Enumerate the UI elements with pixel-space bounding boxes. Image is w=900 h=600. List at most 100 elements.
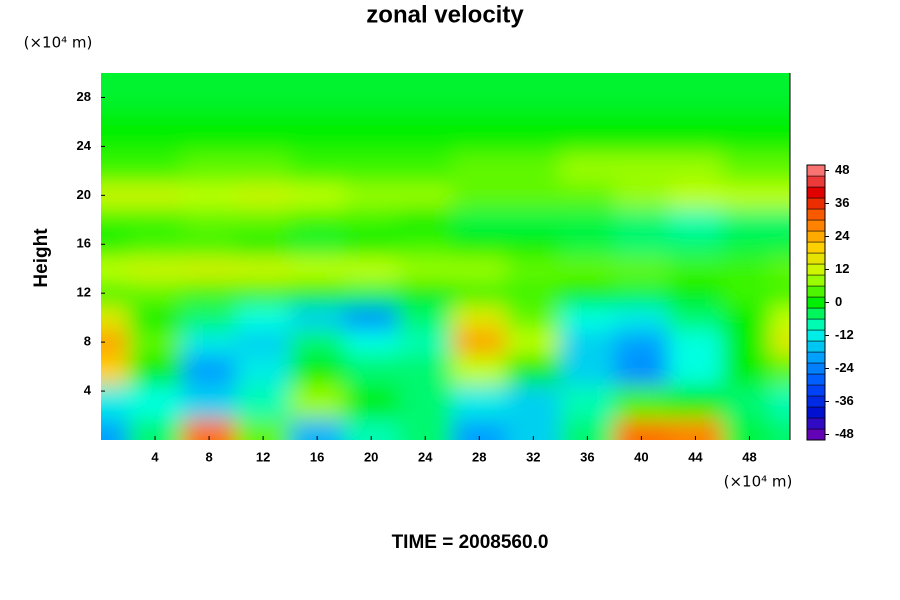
field-cell [560, 152, 615, 184]
field-cell [398, 305, 453, 331]
field-cell [560, 354, 615, 386]
colorbar-band [806, 285, 826, 298]
field-cell [236, 183, 291, 209]
field-area [101, 73, 790, 440]
field-cell [452, 354, 507, 386]
y-tick-label: 12 [77, 285, 91, 300]
field-cell [668, 305, 723, 331]
field-cell [344, 232, 399, 257]
field-cell [722, 384, 771, 420]
field-cell [182, 232, 237, 257]
field-cell [236, 280, 291, 306]
field-cell [722, 183, 771, 209]
y-tick-label: 28 [77, 89, 91, 104]
field-cell [769, 329, 790, 355]
field-cell [722, 418, 771, 440]
field-cell [452, 256, 507, 282]
field-cell [398, 384, 453, 420]
field-cell [668, 329, 723, 355]
x-tick-label: 12 [256, 449, 270, 464]
field-cell [182, 73, 237, 111]
colorbar-band [806, 362, 826, 375]
field-cell [398, 73, 453, 111]
x-tick-label: 32 [526, 449, 540, 464]
field-cell [182, 305, 237, 331]
field-cell [452, 73, 507, 111]
field-cell [101, 73, 129, 111]
field-cell [236, 207, 291, 233]
x-tick-label: 20 [364, 449, 378, 464]
x-tick-label: 24 [418, 449, 433, 464]
field-cell [290, 183, 345, 209]
field-cell [236, 152, 291, 184]
y-tick-label: 4 [84, 383, 92, 398]
field-cell [614, 109, 669, 154]
field-cell [398, 354, 453, 386]
field-cell [769, 354, 790, 386]
y-tick-label: 16 [77, 236, 91, 251]
field-cell [101, 152, 129, 184]
field-cell [101, 183, 129, 209]
field-cell [769, 232, 790, 257]
field-cell [668, 280, 723, 306]
field-cell [101, 384, 129, 420]
field-cell [101, 354, 129, 386]
colorbar-tick-label: -12 [835, 327, 854, 342]
field [101, 73, 790, 440]
field-cell [236, 232, 291, 257]
field-cell [614, 354, 669, 386]
field-cell [614, 232, 669, 257]
field-cell [290, 384, 345, 420]
field-cell [668, 109, 723, 154]
field-cell [506, 109, 561, 154]
field-cell [101, 256, 129, 282]
field-cell [128, 354, 183, 386]
colorbar-band [806, 219, 826, 232]
field-cell [560, 109, 615, 154]
colorbar-tick-label: -48 [835, 426, 854, 441]
field-cell [614, 256, 669, 282]
field-cell [182, 109, 237, 154]
footer: TIME = 2008560.0 [392, 532, 549, 553]
field-cell [344, 152, 399, 184]
colorbar-band [806, 230, 826, 243]
colorbar-band [806, 406, 826, 419]
field-cell [290, 109, 345, 154]
field-cell [668, 418, 723, 440]
field-cell [128, 329, 183, 355]
field-cell [452, 152, 507, 184]
field-cell [344, 329, 399, 355]
field-cell [506, 418, 561, 440]
field-cell [722, 280, 771, 306]
field-cell [506, 354, 561, 386]
field-cell [101, 109, 129, 154]
field-cell [452, 329, 507, 355]
field-cell [236, 305, 291, 331]
field-cell [614, 329, 669, 355]
field-cell [128, 256, 183, 282]
field-cell [614, 305, 669, 331]
field-cell [290, 73, 345, 111]
field-cell [614, 418, 669, 440]
x-tick-label: 36 [580, 449, 594, 464]
field-cell [398, 329, 453, 355]
field-cell [182, 256, 237, 282]
field-cell [769, 183, 790, 209]
field-cell [668, 384, 723, 420]
field-cell [290, 152, 345, 184]
field-cell [560, 384, 615, 420]
field-cell [668, 207, 723, 233]
field-cell [128, 305, 183, 331]
field-cell [398, 152, 453, 184]
y-tick-label: 8 [84, 334, 91, 349]
field-cell [182, 418, 237, 440]
field-cell [182, 329, 237, 355]
field-cell [236, 384, 291, 420]
field-cell [668, 73, 723, 111]
field-cell [614, 207, 669, 233]
field-cell [722, 354, 771, 386]
colorbar-band [806, 329, 826, 342]
field-cell [506, 256, 561, 282]
field-cell [452, 305, 507, 331]
